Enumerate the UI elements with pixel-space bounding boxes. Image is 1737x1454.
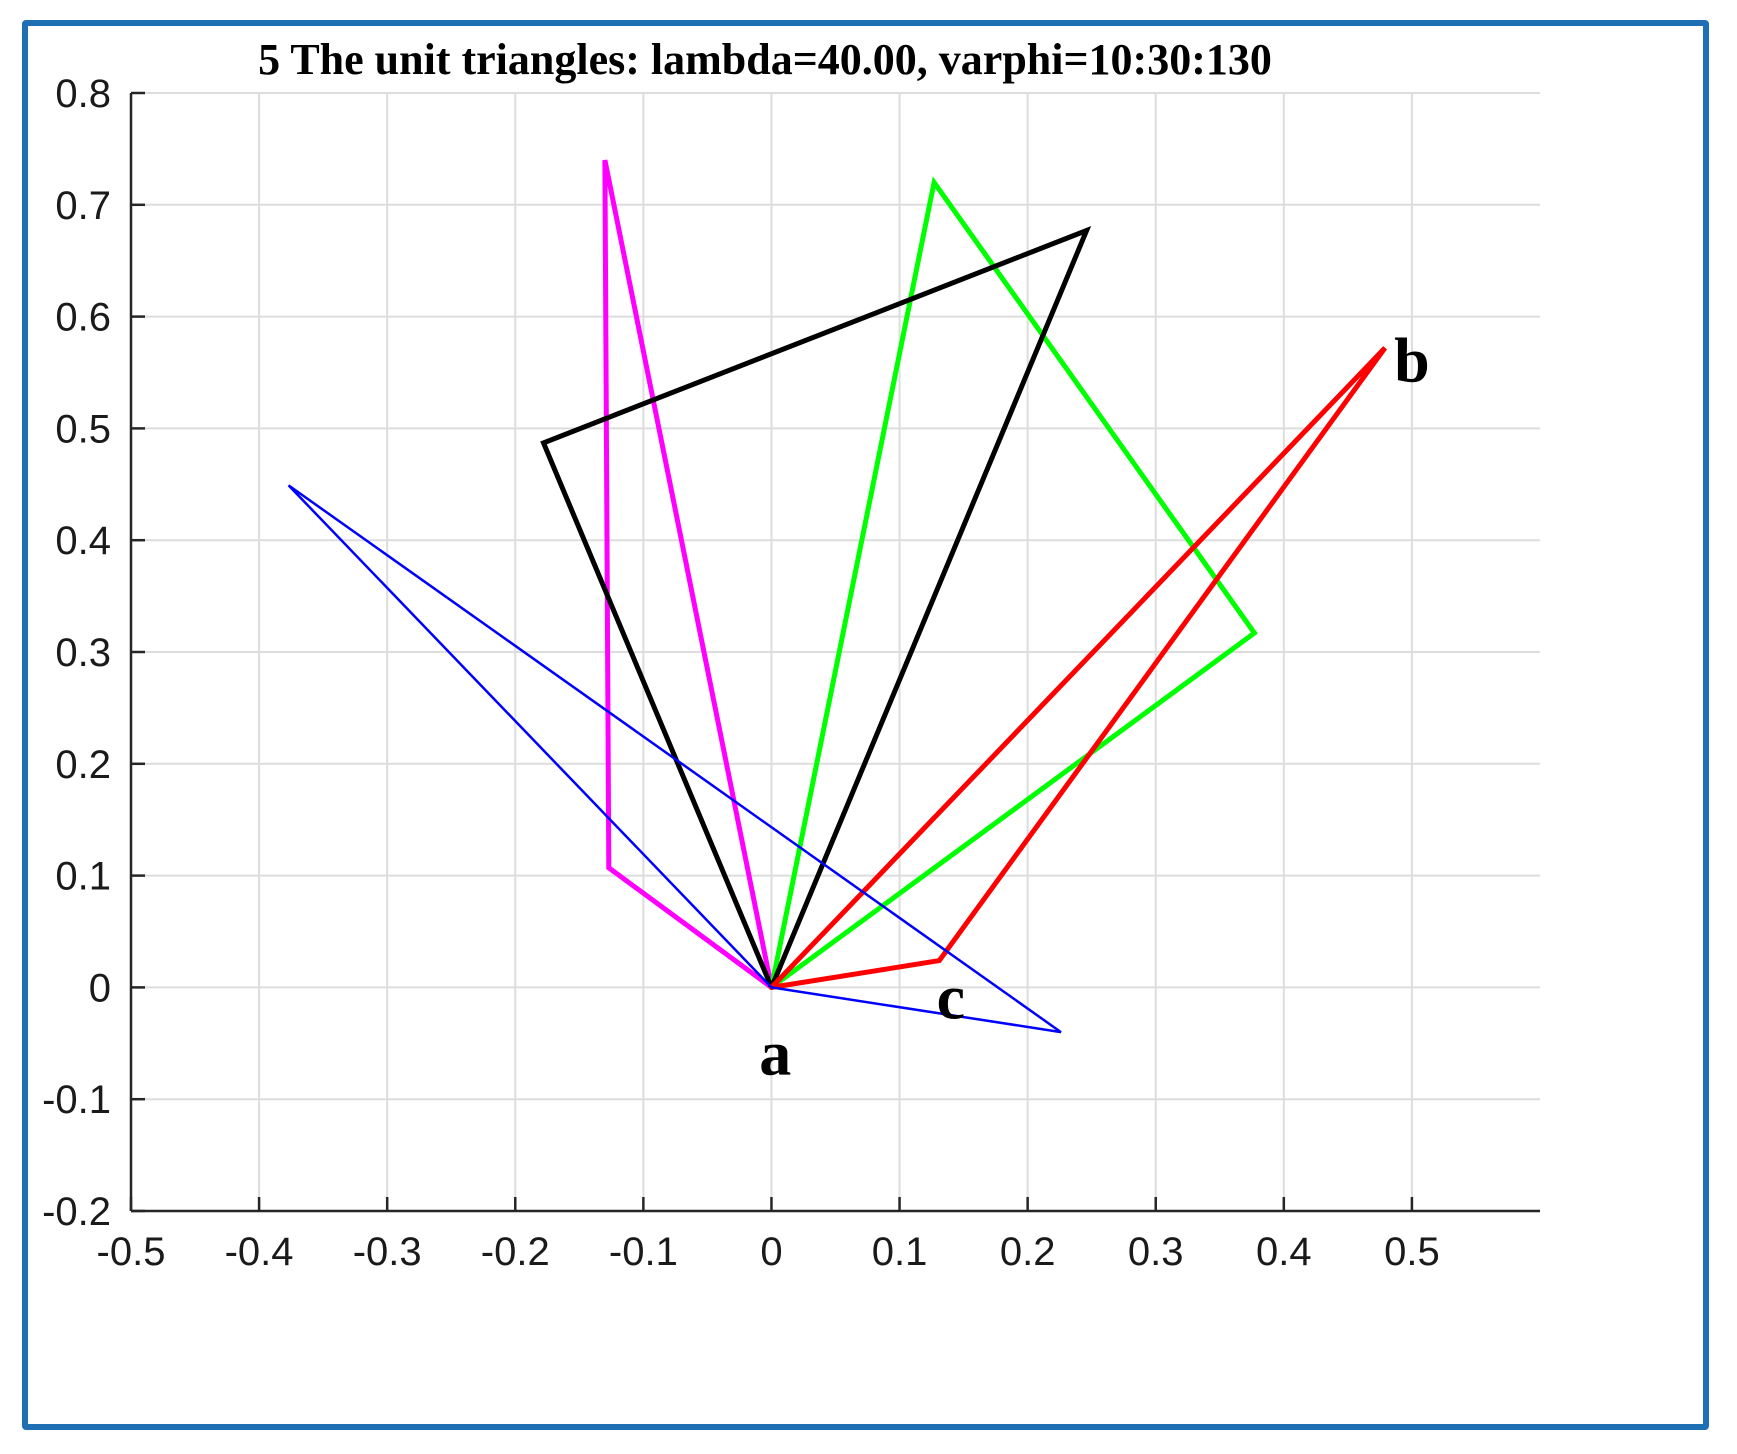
y-tick-label: 0.8 [55, 72, 111, 116]
y-tick-label: 0.1 [55, 855, 111, 899]
y-tick-label: 0.4 [55, 519, 111, 563]
point-labels: a b c [759, 324, 1429, 1088]
x-tick-label: -0.2 [481, 1230, 550, 1274]
triangle-series-5 [287, 484, 1062, 1034]
triangle-series-4 [769, 346, 1388, 990]
y-tick-label: 0.2 [55, 743, 111, 787]
triangle-series-3 [540, 226, 1092, 990]
triangle-series-2 [769, 176, 1258, 990]
x-tick-label: -0.4 [225, 1230, 294, 1274]
figure-frame: -0.5 -0.4 -0.3 -0.2 -0.1 0 0.1 0.2 0.3 0.4 0.5 -0.2… [22, 20, 1709, 1430]
point-label-c: c [937, 962, 965, 1033]
x-tick-label: -0.1 [609, 1230, 678, 1274]
x-tick-label: 0 [760, 1230, 782, 1274]
x-tick-label: 0.3 [1128, 1230, 1184, 1274]
series-group [287, 159, 1388, 1034]
axes [129, 91, 1540, 1213]
tick-labels: -0.5 -0.4 -0.3 -0.2 -0.1 0 0.1 0.2 0.3 0.4 0.5 -0.2… [42, 72, 1440, 1274]
chart-title: 5 The unit triangles: lambda=40.00, varp… [258, 35, 1272, 84]
grid-lines [130, 92, 1540, 1212]
y-tick-label: -0.2 [42, 1190, 111, 1234]
y-tick-label: 0 [89, 966, 111, 1010]
x-tick-label: 0.1 [872, 1230, 928, 1274]
y-tick-label: 0.7 [55, 184, 111, 228]
y-tick-label: 0.6 [55, 296, 111, 340]
chart-svg: -0.5 -0.4 -0.3 -0.2 -0.1 0 0.1 0.2 0.3 0.4 0.5 -0.2… [42, 35, 1540, 1274]
x-tick-label: 0.2 [1000, 1230, 1056, 1274]
x-tick-label: -0.3 [353, 1230, 422, 1274]
y-tick-label: -0.1 [42, 1078, 111, 1122]
x-tick-label: 0.5 [1384, 1230, 1440, 1274]
x-tick-label: 0.4 [1256, 1230, 1312, 1274]
point-label-b: b [1394, 324, 1430, 395]
point-label-a: a [759, 1017, 791, 1088]
x-tick-label: -0.5 [97, 1230, 166, 1274]
y-tick-label: 0.3 [55, 631, 111, 675]
triangle-series-1 [602, 159, 774, 990]
y-tick-label: 0.5 [55, 407, 111, 451]
